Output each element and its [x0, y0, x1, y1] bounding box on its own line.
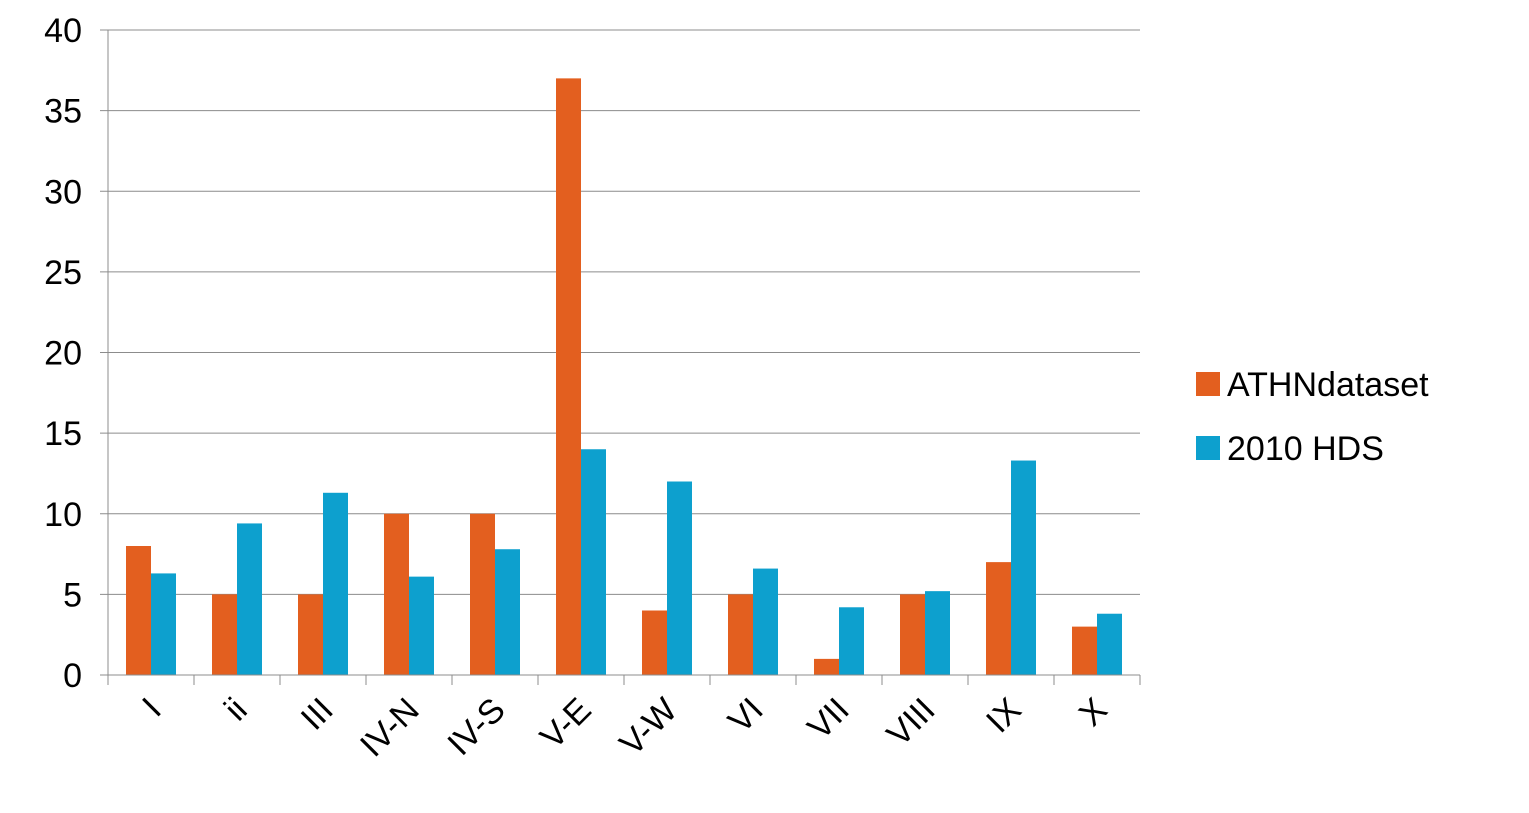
bar-2010-hds-iv-s	[495, 549, 520, 675]
x-tick-label: III	[294, 691, 341, 738]
legend-label: 2010 HDS	[1227, 430, 1384, 468]
y-tick-label: 15	[44, 415, 82, 453]
x-tick-label: VI	[721, 691, 771, 741]
legend-swatch	[1196, 436, 1220, 460]
x-tick-label: VII	[800, 691, 856, 747]
bar-athndataset-iii	[298, 594, 323, 675]
y-tick-label: 5	[63, 576, 82, 614]
axes	[107, 30, 1141, 685]
bar-athndataset-v-w	[642, 610, 667, 675]
bar-2010-hds-iv-n	[409, 576, 434, 675]
x-tick-label: IV-S	[440, 691, 512, 763]
y-tick-label: 25	[44, 254, 82, 292]
bar-athndataset-v-e	[556, 78, 581, 675]
bar-2010-hds-vi	[753, 568, 778, 675]
bar-2010-hds-v-e	[581, 449, 606, 675]
bar-athndataset-iv-n	[384, 513, 409, 675]
x-tick-label: IV-N	[353, 691, 427, 765]
bar-athndataset-ii	[212, 594, 237, 675]
y-tick-label: 35	[44, 93, 82, 131]
gridlines	[100, 29, 1140, 676]
y-tick-label: 20	[44, 335, 82, 373]
x-tick-label: ii	[217, 691, 255, 729]
bar-2010-hds-ii	[237, 523, 262, 675]
x-tick-label: V-E	[533, 691, 599, 757]
bar-2010-hds-i	[151, 573, 176, 675]
y-tick-label: 30	[44, 173, 82, 211]
bar-2010-hds-iii	[323, 492, 348, 675]
bars	[126, 78, 1122, 675]
legend-label: ATHNdataset	[1227, 366, 1429, 404]
bar-athndataset-vi	[728, 594, 753, 675]
bar-2010-hds-v-w	[667, 481, 692, 675]
x-tick-label: IX	[979, 691, 1029, 741]
legend: ATHNdataset 2010 HDS	[1196, 366, 1429, 468]
bar-2010-hds-viii	[925, 591, 950, 675]
bar-athndataset-ix	[986, 562, 1011, 675]
y-tick-label: 0	[63, 657, 82, 695]
x-tick-label: X	[1072, 691, 1115, 734]
bar-athndataset-x	[1072, 626, 1097, 675]
bar-athndataset-iv-s	[470, 513, 495, 675]
legend-swatch	[1196, 372, 1220, 396]
bar-2010-hds-x	[1097, 613, 1122, 675]
x-tick-label: I	[135, 691, 169, 725]
y-tick-label: 10	[44, 496, 82, 534]
y-axis-tick-labels: 0 5 10 15 20 25 30 35 40	[44, 12, 82, 695]
x-tick-label: V-W	[612, 691, 684, 763]
bar-2010-hds-ix	[1011, 460, 1036, 675]
bar-athndataset-viii	[900, 594, 925, 675]
bar-athndataset-i	[126, 546, 151, 675]
bar-2010-hds-vii	[839, 607, 864, 675]
bar-athndataset-vii	[814, 658, 839, 675]
x-tick-label: VIII	[880, 691, 943, 754]
y-tick-label: 40	[44, 12, 82, 50]
